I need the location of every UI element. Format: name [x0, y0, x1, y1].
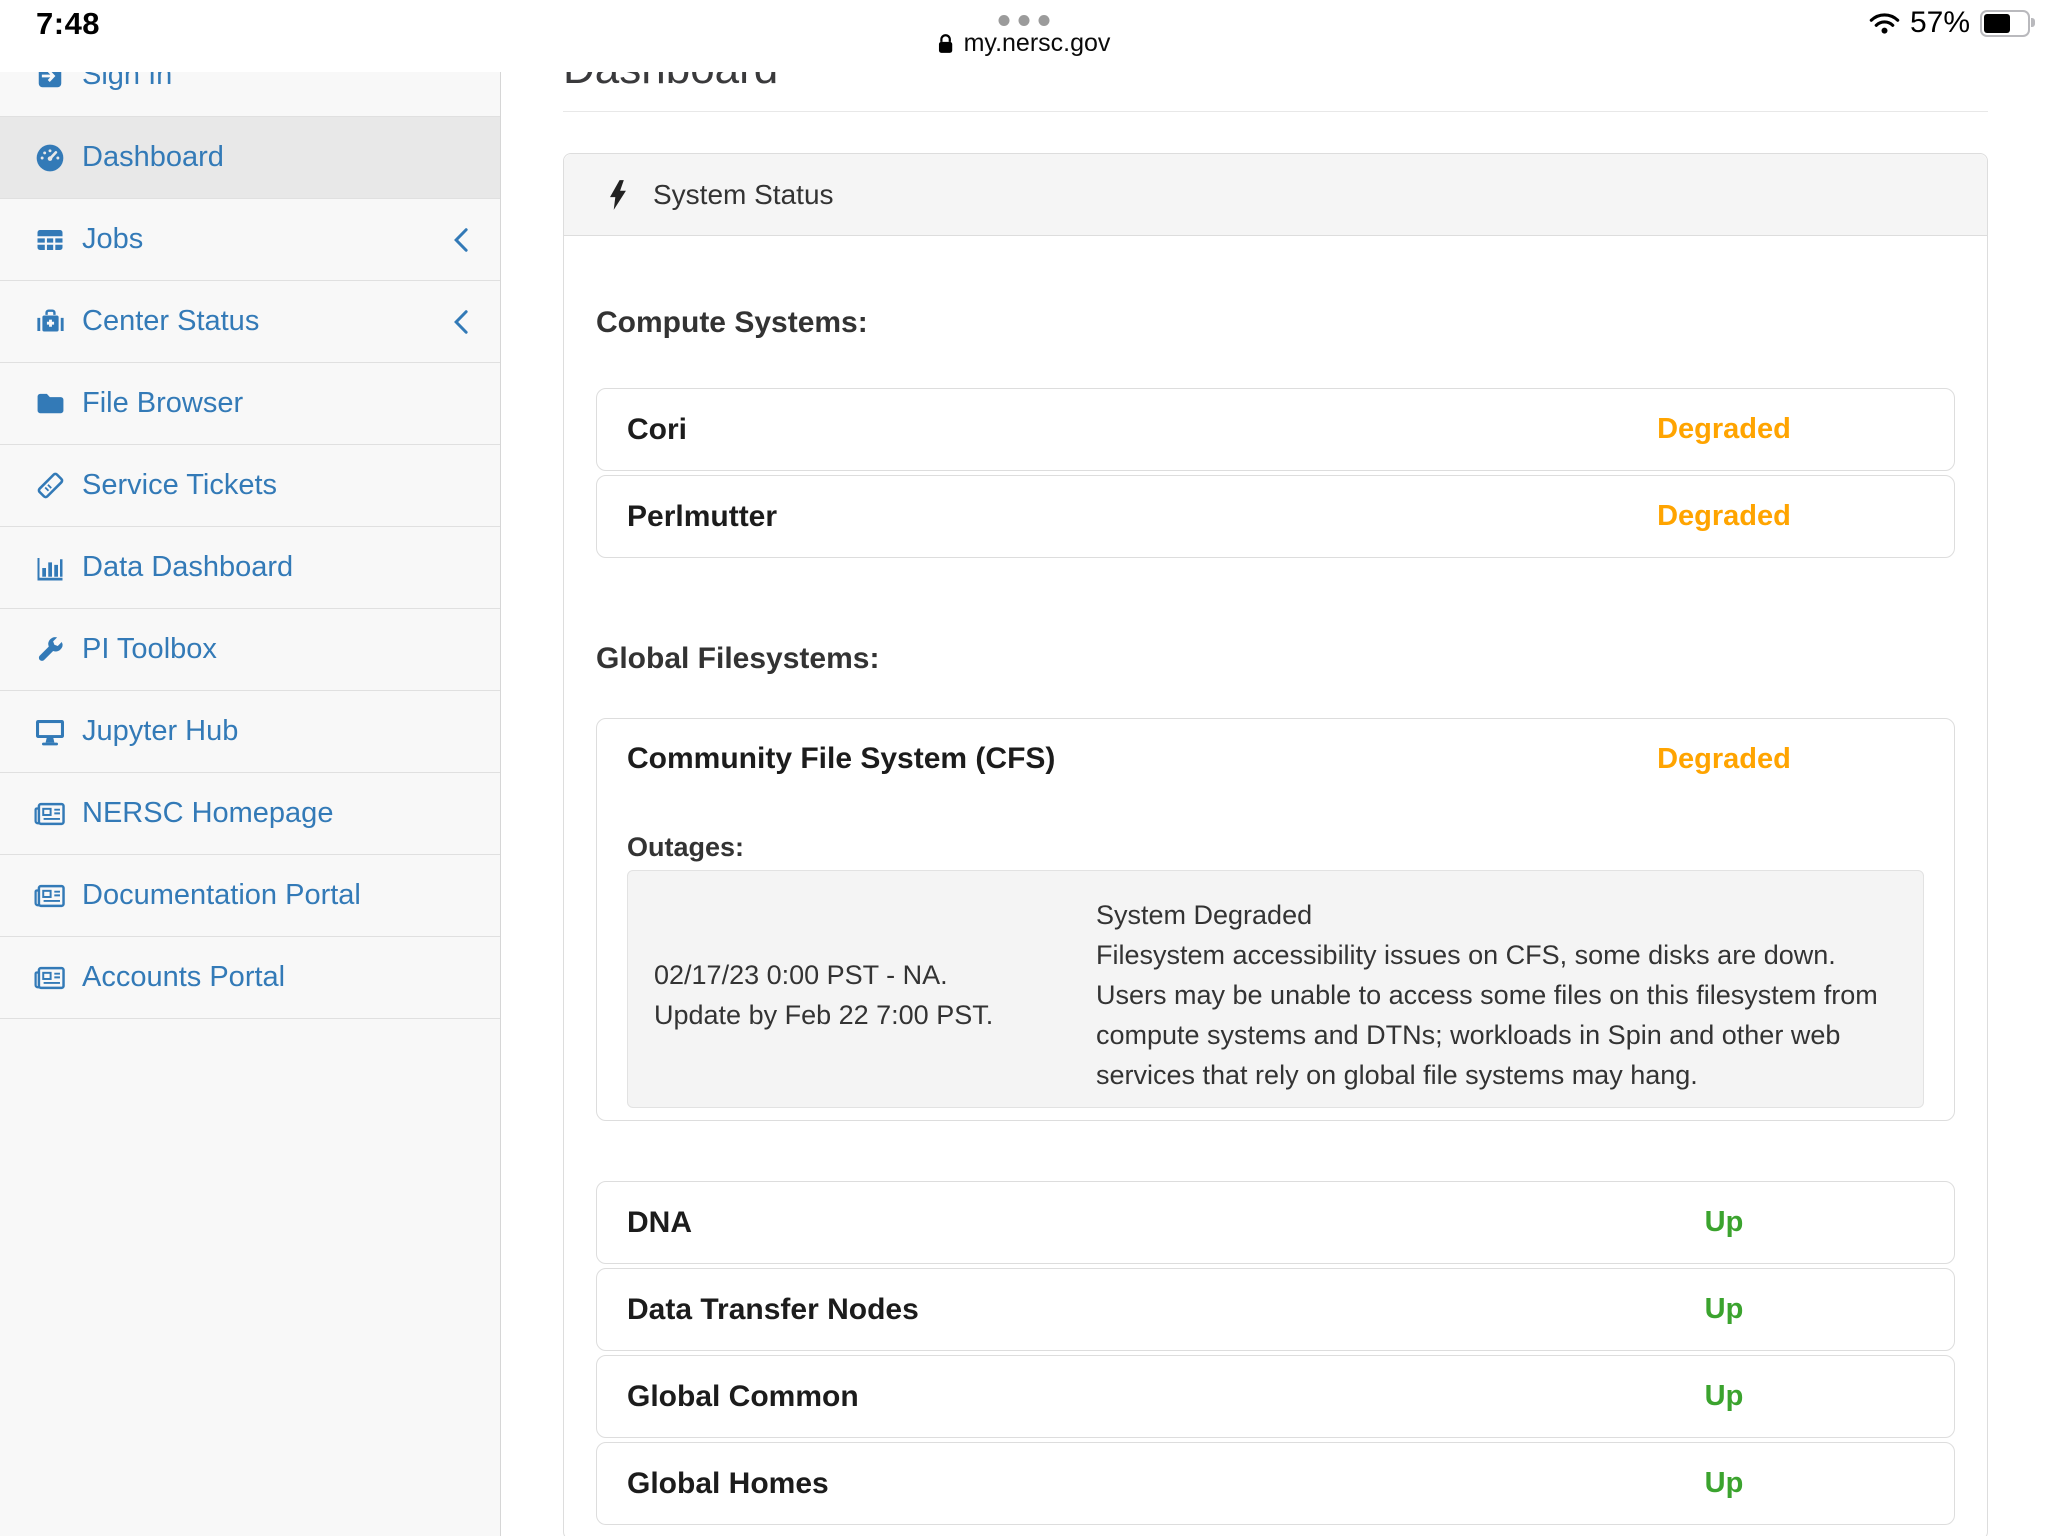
battery-icon: [1980, 9, 2035, 37]
sidebar-item-label: Data Dashboard: [82, 551, 294, 583]
bolt-icon: [610, 179, 627, 210]
compute-systems-list: Cori Degraded Perlmutter Degraded: [596, 388, 1955, 558]
folder-icon: [30, 386, 70, 422]
panel-body: Compute Systems: Cori Degraded Perlmutte…: [564, 236, 1987, 1536]
system-name: Global Homes: [627, 1466, 829, 1500]
sidebar-item-data-dashboard[interactable]: Data Dashboard: [0, 527, 500, 609]
panel-title: System Status: [653, 178, 834, 210]
status-row-global-common[interactable]: Global Common Up: [596, 1355, 1955, 1438]
compute-systems-heading: Compute Systems:: [596, 306, 868, 339]
outage-description: Filesystem accessibility issues on CFS, …: [1096, 940, 1878, 1090]
sidebar-item-label: Jobs: [82, 223, 144, 255]
system-name: Cori: [627, 412, 687, 446]
bar-chart-icon: [30, 550, 70, 586]
status-row-data-transfer-nodes[interactable]: Data Transfer Nodes Up: [596, 1268, 1955, 1351]
status-badge: Up: [1704, 1206, 1744, 1238]
system-name: Community File System (CFS): [627, 742, 1056, 775]
title-divider: [563, 111, 1988, 112]
system-name: DNA: [627, 1205, 692, 1239]
table-icon: [30, 222, 70, 258]
desktop-icon: [30, 714, 70, 750]
sidebar-item-sign-in[interactable]: Sign In: [0, 72, 500, 117]
outage-title: System Degraded: [1096, 900, 1313, 930]
sidebar: Sign In Dashboard Jobs: [0, 72, 501, 1536]
sidebar-item-label: Service Tickets: [82, 469, 277, 501]
sidebar-item-center-status[interactable]: Center Status: [0, 281, 500, 363]
sidebar-item-service-tickets[interactable]: Service Tickets: [0, 445, 500, 527]
dashboard-gauge-icon: [30, 140, 70, 176]
sidebar-item-label: Dashboard: [82, 141, 224, 173]
panel-header: System Status: [564, 154, 1987, 236]
medkit-icon: [30, 304, 70, 340]
url-domain: my.nersc.gov: [963, 29, 1111, 57]
filesystems-list: DNA Up Data Transfer Nodes Up Global Com…: [596, 1181, 1955, 1525]
status-row-perlmutter[interactable]: Perlmutter Degraded: [596, 475, 1955, 558]
status-row-cori[interactable]: Cori Degraded: [596, 388, 1955, 471]
outage-time-range: 02/17/23 0:00 PST - NA. Update by Feb 22…: [654, 895, 1084, 1095]
sidebar-item-file-browser[interactable]: File Browser: [0, 363, 500, 445]
sidebar-item-jobs[interactable]: Jobs: [0, 199, 500, 281]
tab-overview-dots-icon[interactable]: [998, 15, 1050, 26]
sidebar-item-documentation-portal[interactable]: Documentation Portal: [0, 855, 500, 937]
status-badge: Up: [1704, 1293, 1744, 1325]
wrench-icon: [30, 632, 70, 668]
lock-icon: [938, 33, 954, 54]
sidebar-item-dashboard[interactable]: Dashboard: [0, 117, 500, 199]
sidebar-item-label: PI Toolbox: [82, 633, 217, 665]
sidebar-item-label: Jupyter Hub: [82, 715, 239, 747]
newspaper-icon: [30, 960, 70, 996]
status-badge: Degraded: [1657, 742, 1791, 775]
system-status-panel: System Status Compute Systems: Cori Degr…: [563, 153, 1988, 1536]
sidebar-item-label: Accounts Portal: [82, 961, 286, 993]
system-name: Global Common: [627, 1379, 859, 1413]
sign-in-icon: [30, 72, 70, 94]
clock: 7:48: [36, 6, 101, 41]
status-badge: Up: [1704, 1380, 1744, 1412]
main-content: Dashboard System Status Compute Systems:…: [501, 0, 2048, 1536]
ios-status-bar: 7:48 my.nersc.gov 57%: [0, 0, 2048, 72]
sidebar-item-label: File Browser: [82, 387, 244, 419]
newspaper-icon: [30, 796, 70, 832]
cfs-title-row: Community File System (CFS) Degraded: [597, 739, 1954, 779]
global-filesystems-heading: Global Filesystems:: [596, 642, 880, 675]
sidebar-menu: Sign In Dashboard Jobs: [0, 72, 500, 1019]
sidebar-item-label: Center Status: [82, 305, 260, 337]
status-badge: Degraded: [1657, 413, 1791, 445]
safari-url-bar[interactable]: my.nersc.gov: [938, 29, 1111, 58]
sidebar-item-nersc-homepage[interactable]: NERSC Homepage: [0, 773, 500, 855]
status-badge: Up: [1704, 1467, 1744, 1499]
sidebar-item-label: Sign In: [82, 72, 173, 91]
status-row-global-homes[interactable]: Global Homes Up: [596, 1442, 1955, 1525]
system-name: Data Transfer Nodes: [627, 1292, 919, 1326]
sidebar-item-jupyter-hub[interactable]: Jupyter Hub: [0, 691, 500, 773]
outages-label: Outages:: [627, 832, 745, 862]
battery-percent: 57%: [1909, 6, 1970, 39]
status-icons: 57%: [1869, 6, 2035, 40]
status-row-dna[interactable]: DNA Up: [596, 1181, 1955, 1264]
sidebar-item-label: NERSC Homepage: [82, 797, 334, 829]
wifi-icon: [1869, 12, 1900, 35]
status-row-cfs[interactable]: Community File System (CFS) Degraded Out…: [596, 718, 1955, 1121]
sidebar-item-accounts-portal[interactable]: Accounts Portal: [0, 937, 500, 1019]
chevron-left-icon: [453, 309, 468, 335]
outage-box: 02/17/23 0:00 PST - NA. Update by Feb 22…: [627, 870, 1924, 1108]
outage-period: 02/17/23 0:00 PST - NA.: [654, 960, 948, 990]
chevron-left-icon: [453, 227, 468, 253]
ticket-icon: [30, 468, 70, 504]
sidebar-item-label: Documentation Portal: [82, 879, 361, 911]
sidebar-item-pi-toolbox[interactable]: PI Toolbox: [0, 609, 500, 691]
system-name: Perlmutter: [627, 499, 778, 533]
outage-update-by: Update by Feb 22 7:00 PST.: [654, 1000, 994, 1030]
status-badge: Degraded: [1657, 500, 1791, 532]
outage-details: System Degraded Filesystem accessibility…: [1084, 895, 1889, 1095]
newspaper-icon: [30, 878, 70, 914]
